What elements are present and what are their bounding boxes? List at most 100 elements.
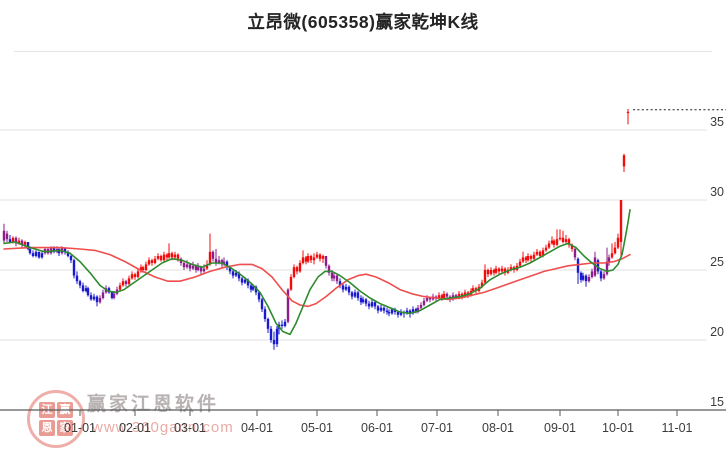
x-axis-label: 10-01 (602, 421, 634, 435)
candle (584, 275, 588, 282)
candle (387, 312, 391, 314)
candle (141, 267, 145, 270)
candle (63, 247, 67, 252)
candle (246, 279, 250, 286)
candle (292, 267, 296, 277)
x-axis-label: 09-01 (544, 421, 576, 435)
candle (315, 254, 319, 258)
candle (552, 240, 556, 245)
candle (295, 267, 299, 272)
candle (263, 309, 267, 319)
candle (107, 288, 111, 293)
candle (573, 249, 577, 258)
candle (503, 268, 507, 273)
candle (260, 299, 264, 310)
candle (483, 270, 487, 283)
candle (31, 253, 35, 256)
candle (599, 271, 603, 279)
candle (52, 247, 56, 252)
candle (11, 237, 15, 242)
candle (547, 243, 551, 248)
candle (173, 254, 177, 258)
candle (130, 274, 134, 279)
candle (92, 296, 96, 300)
candle (40, 253, 44, 258)
candle (347, 286, 351, 293)
candle (524, 257, 528, 261)
candle (373, 302, 377, 307)
candle (471, 288, 475, 291)
candle (327, 265, 331, 273)
x-axis-label: 03-01 (174, 421, 206, 435)
candle (176, 254, 180, 259)
candle (437, 295, 441, 298)
candle (567, 239, 571, 245)
candle (309, 256, 313, 261)
candle (414, 309, 418, 312)
candle (147, 260, 151, 265)
candle (153, 258, 157, 263)
candle (272, 340, 276, 345)
candle (214, 258, 218, 263)
watermark-url: www.360gann.com (92, 419, 234, 436)
candle (376, 306, 380, 311)
candle (127, 278, 131, 284)
candle (321, 256, 325, 259)
candle (622, 155, 626, 167)
candle (101, 292, 105, 298)
candle (318, 254, 322, 259)
y-axis-label: 20 (710, 325, 724, 339)
candle (199, 267, 203, 272)
x-axis-label: 08-01 (482, 421, 514, 435)
candle (359, 298, 363, 303)
candle (492, 270, 496, 273)
candle (370, 302, 374, 307)
candle (405, 310, 409, 314)
candle (150, 260, 154, 263)
candle (626, 111, 630, 114)
ma-fast-line (3, 209, 631, 336)
candle (14, 237, 18, 244)
candle (442, 293, 446, 298)
candle (541, 250, 545, 256)
candle (367, 303, 371, 307)
candle (84, 288, 88, 291)
candle (356, 292, 360, 298)
candle (341, 285, 345, 290)
candle (422, 300, 426, 305)
candle (112, 293, 116, 298)
candle (89, 295, 93, 300)
candle (243, 279, 247, 283)
candle (69, 256, 73, 261)
candle (576, 258, 580, 273)
candle (535, 251, 539, 255)
candle (509, 267, 513, 270)
candle (298, 263, 302, 272)
candle (428, 298, 432, 300)
candle (494, 268, 498, 273)
candle (75, 275, 79, 282)
candle (78, 281, 82, 286)
candle (37, 251, 41, 258)
candle (205, 264, 209, 269)
candle (416, 307, 420, 312)
candle (170, 253, 174, 258)
candle (156, 256, 160, 259)
candle (269, 328, 273, 340)
candle (330, 272, 334, 279)
candle (182, 263, 186, 268)
candle (196, 267, 200, 270)
candle (579, 272, 583, 280)
candle (124, 281, 128, 284)
candle (266, 319, 270, 329)
candle (353, 292, 357, 297)
candle (237, 272, 241, 279)
candle (240, 278, 244, 283)
candle (211, 251, 215, 259)
candle (136, 271, 140, 277)
candle (162, 254, 166, 261)
candle (613, 247, 617, 254)
candle (72, 260, 76, 276)
candle (2, 230, 6, 241)
